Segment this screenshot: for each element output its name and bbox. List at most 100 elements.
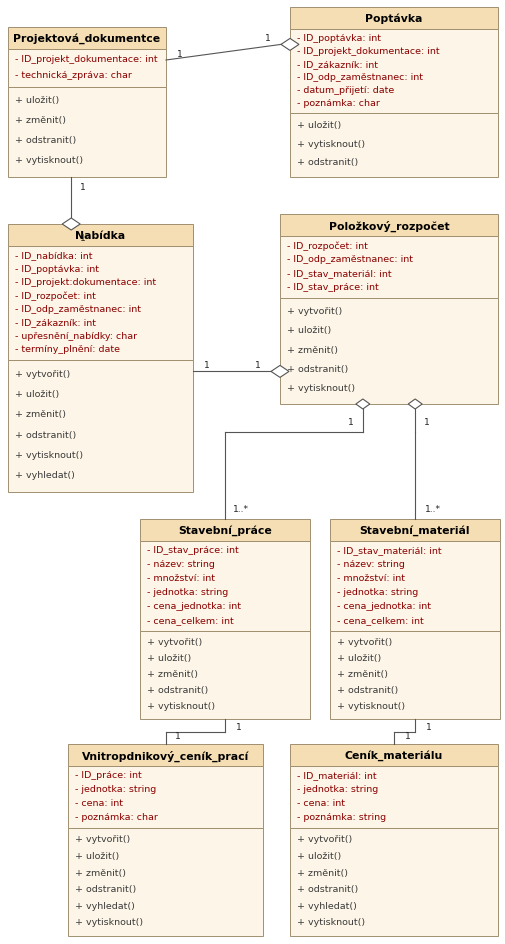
Text: - datum_přijetí: date: - datum_přijetí: date (296, 86, 393, 94)
Text: + uložit(): + uložit() (147, 653, 191, 662)
Bar (329, 519, 499, 542)
Text: - ID_projekt:dokumentace: int: - ID_projekt:dokumentace: int (15, 278, 156, 287)
Polygon shape (271, 366, 288, 378)
Text: - technická_zpráva: char: - technická_zpráva: char (15, 71, 132, 79)
Text: Ceník_materiálu: Ceník_materiálu (344, 750, 442, 761)
Bar (289, 744, 497, 767)
Bar (289, 114, 497, 177)
Text: - upřesnění_nabídky: char: - upřesnění_nabídky: char (15, 331, 137, 341)
Text: 1: 1 (424, 418, 429, 427)
Text: + změnit(): + změnit() (75, 868, 126, 877)
Text: - ID_práce: int: - ID_práce: int (75, 770, 141, 780)
Text: + vyhledat(): + vyhledat() (296, 901, 356, 910)
Text: Nabídka: Nabídka (75, 230, 125, 241)
Text: - cena: int: - cena: int (296, 799, 344, 807)
Text: - jednotka: string: - jednotka: string (147, 587, 228, 597)
Text: - ID_rozpočet: int: - ID_rozpočet: int (286, 241, 367, 250)
Text: + vytisknout(): + vytisknout() (336, 701, 405, 710)
Bar (68, 744, 263, 767)
Text: Vnitropdnikový_ceník_prací: Vnitropdnikový_ceník_prací (82, 750, 248, 761)
Text: 1: 1 (174, 732, 180, 741)
Text: - název: string: - název: string (336, 560, 404, 568)
Text: Stavební_práce: Stavební_práce (178, 525, 271, 536)
Text: + změnit(): + změnit() (296, 868, 347, 877)
Polygon shape (408, 399, 421, 410)
Text: + vytisknout(): + vytisknout() (15, 157, 83, 165)
Text: + vytisknout(): + vytisknout() (296, 140, 365, 148)
Text: + vytvořit(): + vytvořit() (147, 637, 202, 647)
Bar (289, 30, 497, 114)
Text: + změnit(): + změnit() (286, 346, 337, 354)
Bar (8, 28, 166, 50)
Text: + odstranit(): + odstranit() (15, 136, 76, 145)
Text: + odstranit(): + odstranit() (75, 885, 136, 893)
Text: - ID_rozpočet: int: - ID_rozpočet: int (15, 291, 95, 300)
Bar (140, 519, 310, 542)
Text: - ID_projekt_dokumentace: int: - ID_projekt_dokumentace: int (15, 56, 158, 64)
Text: - cena_celkem: int: - cena_celkem: int (147, 615, 233, 624)
Text: 1..*: 1..* (232, 505, 248, 514)
Text: + odstranit(): + odstranit() (296, 885, 358, 893)
Text: - jednotka: string: - jednotka: string (296, 784, 378, 793)
Text: + vytisknout(): + vytisknout() (15, 450, 83, 460)
Bar (8, 88, 166, 177)
Bar (140, 632, 310, 719)
Bar (279, 298, 497, 405)
Text: - poznámka: char: - poznámka: char (75, 812, 158, 821)
Text: 1: 1 (80, 234, 86, 244)
Text: + vyhledat(): + vyhledat() (75, 901, 135, 910)
Text: + vyhledat(): + vyhledat() (15, 471, 75, 480)
Bar (140, 542, 310, 632)
Text: + vytisknout(): + vytisknout() (286, 383, 355, 393)
Bar (279, 215, 497, 237)
Text: - ID_poptávka: int: - ID_poptávka: int (296, 34, 380, 42)
Text: + uložit(): + uložit() (296, 851, 340, 860)
Text: + vytvořit(): + vytvořit() (336, 637, 391, 647)
Text: - ID_zákazník: int: - ID_zákazník: int (15, 318, 96, 327)
Text: 1: 1 (255, 361, 261, 369)
Text: + uložit(): + uložit() (336, 653, 380, 662)
Text: - ID_stav_práce: int: - ID_stav_práce: int (147, 546, 238, 555)
Text: 1: 1 (204, 361, 210, 369)
Text: - termíny_plnění: date: - termíny_plnění: date (15, 345, 120, 354)
Text: + změnit(): + změnit() (336, 669, 387, 678)
Text: + vytisknout(): + vytisknout() (75, 918, 143, 926)
Text: + uložit(): + uložit() (286, 326, 331, 335)
Text: + odstranit(): + odstranit() (336, 685, 397, 694)
Bar (8, 50, 166, 88)
Bar (289, 828, 497, 936)
Bar (329, 542, 499, 632)
Text: + uložit(): + uložit() (15, 390, 59, 398)
Text: - ID_stav_práce: int: - ID_stav_práce: int (286, 282, 378, 292)
Bar (279, 237, 497, 298)
Text: - ID_zákazník: int: - ID_zákazník: int (296, 59, 377, 69)
Text: - ID_odp_zaměstnanec: int: - ID_odp_zaměstnanec: int (296, 73, 422, 81)
Text: Stavební_materiál: Stavební_materiál (359, 525, 469, 536)
Text: Projektová_dokumentce: Projektová_dokumentce (14, 34, 160, 44)
Text: - jednotka: string: - jednotka: string (336, 587, 418, 597)
Text: + odstranit(): + odstranit() (286, 364, 347, 374)
Text: + odstranit(): + odstranit() (296, 158, 358, 167)
Text: - ID_projekt_dokumentace: int: - ID_projekt_dokumentace: int (296, 47, 439, 56)
Text: 1: 1 (80, 183, 86, 193)
Text: - ID_nabídka: int: - ID_nabídka: int (15, 251, 92, 260)
Text: 1: 1 (347, 418, 353, 427)
Text: 1: 1 (405, 732, 410, 741)
Text: Položkový_rozpočet: Položkový_rozpočet (328, 220, 448, 231)
Bar (329, 632, 499, 719)
Text: - ID_stav_materiál: int: - ID_stav_materiál: int (336, 546, 441, 555)
Text: - cena_jednotka: int: - cena_jednotka: int (336, 601, 430, 610)
Polygon shape (280, 40, 298, 51)
Text: - ID_odp_zaměstnanec: int: - ID_odp_zaměstnanec: int (286, 255, 412, 264)
Text: - ID_stav_materiál: int: - ID_stav_materiál: int (286, 269, 391, 278)
Text: + uložit(): + uložit() (75, 851, 119, 860)
Bar (289, 767, 497, 828)
Text: - poznámka: char: - poznámka: char (296, 98, 379, 108)
Text: 1: 1 (265, 34, 270, 42)
Text: + vytvořit(): + vytvořit() (286, 307, 341, 315)
Text: 1: 1 (177, 50, 182, 59)
Text: - název: string: - název: string (147, 560, 215, 568)
Text: - množství: int: - množství: int (336, 574, 404, 582)
Text: + změnit(): + změnit() (147, 669, 197, 678)
Text: 1..*: 1..* (424, 505, 440, 514)
